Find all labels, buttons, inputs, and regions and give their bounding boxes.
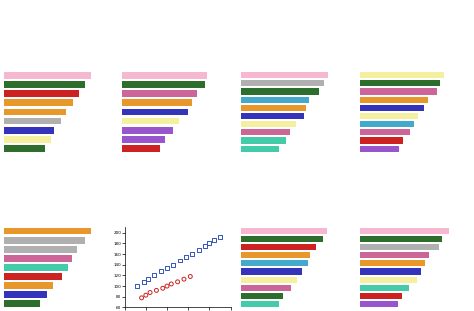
Text: Single Thread
CPU Chart: Single Thread CPU Chart xyxy=(382,21,449,42)
Text: New Laptop
CPUs Chart: New Laptop CPUs Chart xyxy=(267,177,325,197)
Text: Best Value CPU
XY Scatter: Best Value CPU XY Scatter xyxy=(141,177,215,197)
Text: New Desktop
CPUs Chart: New Desktop CPUs Chart xyxy=(264,21,328,42)
Text: High End
CPU Chart: High End CPU Chart xyxy=(34,21,83,42)
Text: High to Mid Range
CPU Chart: High to Mid Range CPU Chart xyxy=(14,177,104,197)
Text: Best Value CPU
Chart (On Market): Best Value CPU Chart (On Market) xyxy=(134,21,222,42)
Text: Systems with
Multiple CPUs: Systems with Multiple CPUs xyxy=(382,177,449,197)
